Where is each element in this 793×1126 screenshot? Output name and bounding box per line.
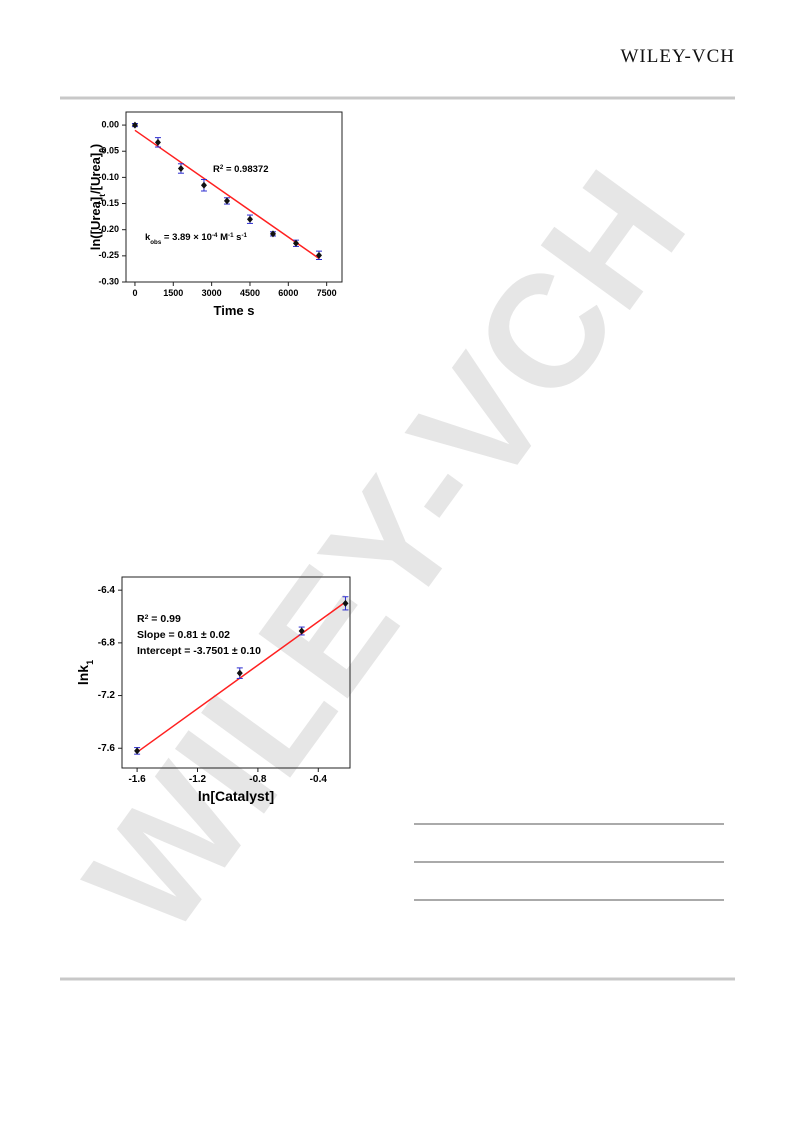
data-point <box>131 121 138 129</box>
x-tick-label: 6000 <box>278 288 298 298</box>
y-tick-label: -0.10 <box>98 172 119 182</box>
publisher-logo: WILEY-VCH <box>620 46 735 67</box>
y-axis-label-part: ln([Urea] <box>88 197 103 250</box>
x-tick-label: 0 <box>132 288 137 298</box>
x-tick-label: 3000 <box>202 288 222 298</box>
x-tick-label: -0.4 <box>310 774 328 785</box>
data-point <box>200 181 207 189</box>
annotation-part: 2 <box>220 164 224 171</box>
x-tick-label: 7500 <box>317 288 337 298</box>
y-axis-label-part: t <box>97 194 107 197</box>
x-tick-label: -0.8 <box>249 774 267 785</box>
annotation: Intercept = -3.7501 ± 0.10 <box>137 645 261 657</box>
fit-line <box>134 129 320 260</box>
y-tick-label: -0.05 <box>98 146 119 156</box>
annotation-part: = 0.98372 <box>223 164 268 175</box>
annotation-part: -1 <box>241 232 247 239</box>
data-point <box>236 669 243 677</box>
y-tick-label: -6.4 <box>98 585 116 596</box>
x-axis-label-part: Time s <box>214 303 255 318</box>
y-axis-label-part: /[Urea] <box>88 153 103 194</box>
data-point <box>298 627 305 635</box>
annotation: Slope = 0.81 ± 0.02 <box>137 629 230 641</box>
data-point <box>134 747 141 755</box>
annotation-part: R <box>213 164 220 175</box>
data-point <box>154 138 161 146</box>
annotation: kobs = 3.89 × 10-4 M-1 s-1 <box>145 232 247 246</box>
x-tick-label: -1.2 <box>189 774 207 785</box>
annotation-part: R <box>137 613 145 625</box>
y-axis-label-part: 0 <box>97 148 107 153</box>
annotation: R2 = 0.99 <box>137 613 181 625</box>
y-tick-label: -7.2 <box>98 690 116 701</box>
y-tick-label: -0.30 <box>98 276 119 286</box>
x-tick-label: 4500 <box>240 288 260 298</box>
watermark: WILEY-VCH <box>52 140 719 964</box>
x-axis-label: Time s <box>214 303 255 318</box>
y-axis-label: ln([Urea]t/[Urea]0) <box>88 144 107 251</box>
annotation-part: -1 <box>228 232 234 239</box>
annotation-part: M <box>217 232 228 243</box>
data-point <box>315 251 322 259</box>
annotation-part: Slope = 0.81 ± 0.02 <box>137 629 230 641</box>
annotation-part: 2 <box>145 614 149 621</box>
annotation-part: k <box>145 232 151 243</box>
y-tick-label: -6.8 <box>98 638 116 649</box>
x-axis-label-part: ln[Catalyst] <box>198 788 274 804</box>
x-tick-label: -1.6 <box>128 774 146 785</box>
data-point <box>223 197 230 205</box>
annotation-part: -4 <box>212 232 218 239</box>
y-axis-label-part: lnk <box>75 665 91 685</box>
fit-line <box>136 601 346 753</box>
annotation-part: = 0.99 <box>148 613 181 625</box>
y-axis-label-part: 1 <box>85 660 95 665</box>
annotation-part: Intercept = -3.7501 ± 0.10 <box>137 645 261 657</box>
data-point <box>269 230 276 238</box>
y-tick-label: 0.00 <box>101 119 119 129</box>
annotation-part: = 3.89 × 10 <box>161 232 212 243</box>
plot-frame <box>121 576 351 769</box>
data-point <box>342 599 349 607</box>
y-tick-label: -0.25 <box>98 250 119 260</box>
annotation-part: obs <box>150 239 162 246</box>
annotation: R2 = 0.98372 <box>213 164 268 176</box>
data-point <box>177 164 184 172</box>
x-axis-label: ln[Catalyst] <box>198 788 274 804</box>
y-axis-label: lnk1 <box>75 660 95 685</box>
data-point <box>292 239 299 247</box>
y-axis-label-part: ) <box>88 144 103 148</box>
y-tick-label: -0.15 <box>98 198 119 208</box>
y-tick-label: -7.6 <box>98 743 116 754</box>
y-tick-label: -0.20 <box>98 224 119 234</box>
x-tick-label: 1500 <box>163 288 183 298</box>
data-point <box>246 215 253 223</box>
annotation-part: s <box>234 232 242 243</box>
plot-frame <box>125 111 343 283</box>
